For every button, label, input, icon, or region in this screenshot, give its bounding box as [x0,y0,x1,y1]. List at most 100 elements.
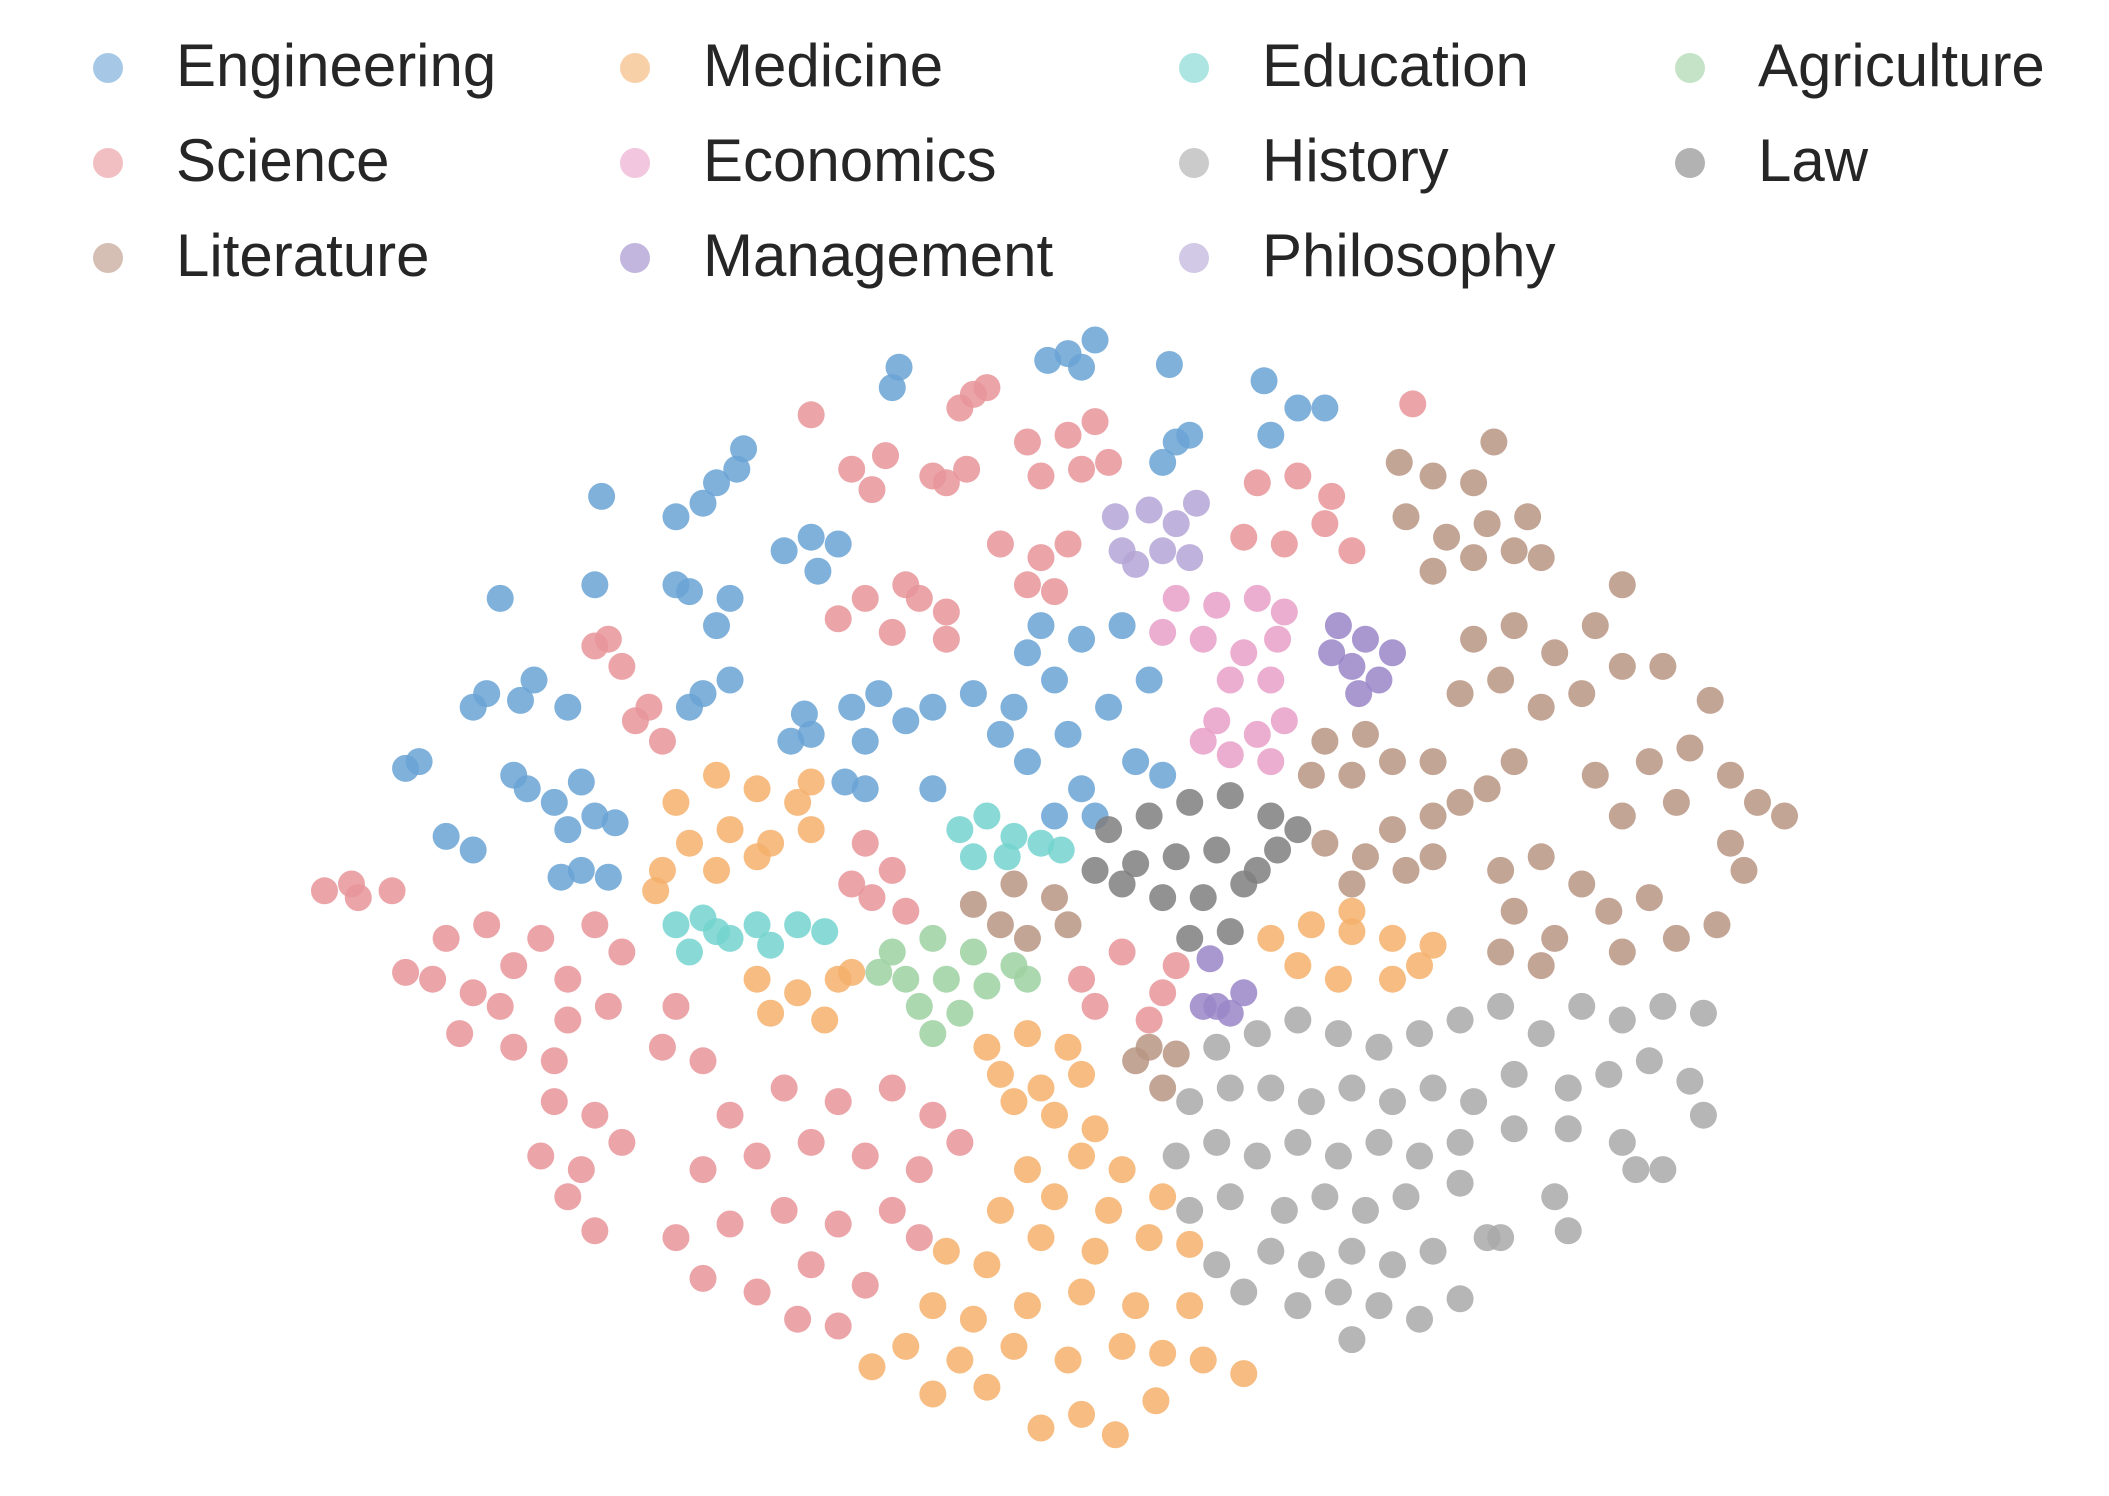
point [716,1101,744,1129]
point [878,374,906,402]
point [567,1156,595,1184]
point [811,918,839,946]
point [892,707,920,735]
point [1230,1278,1258,1306]
point [831,768,859,796]
point [851,775,879,803]
legend: Engineering Science Literature Medicine Econ… [93,32,2045,289]
plot-area [310,326,1799,1449]
point [703,856,731,884]
point [1527,693,1555,721]
point [527,924,555,952]
point [1054,720,1082,748]
legend-marker [1675,53,1705,83]
legend-label: Education [1262,32,1529,99]
point [959,1305,987,1333]
point [1068,775,1096,803]
point [986,720,1014,748]
point [1041,1183,1068,1211]
legend-label: Engineering [176,32,496,99]
point [1027,612,1055,640]
point [892,1332,920,1360]
point [1541,1183,1569,1211]
point [1311,829,1339,857]
point [567,768,595,796]
point [1162,1142,1190,1170]
point [554,1183,582,1211]
point [1027,1074,1055,1102]
point [1182,489,1210,517]
point [1135,666,1163,694]
point [1257,802,1285,830]
point [1149,1074,1177,1102]
point [1527,843,1555,871]
legend-marker [620,148,650,178]
point [1649,652,1677,680]
point [540,1047,568,1075]
point [1135,802,1163,830]
point [1311,394,1339,422]
point [675,829,703,857]
point [1581,612,1609,640]
point [851,727,879,755]
point [1649,992,1677,1020]
point [851,1271,879,1299]
point [1351,720,1379,748]
point [797,768,825,796]
point [1703,911,1731,939]
point [1284,816,1312,844]
point [959,680,987,708]
point [1635,884,1663,912]
legend-marker [1179,148,1209,178]
point [1365,1128,1393,1156]
point [1135,1224,1163,1252]
point [784,1305,812,1333]
point [1338,870,1366,898]
point [905,1156,933,1184]
point [310,877,338,905]
point [520,666,548,694]
point [1500,537,1528,565]
point [1392,503,1420,531]
point [824,605,852,633]
point [797,1128,825,1156]
point [1406,1020,1434,1048]
point [1460,544,1488,572]
point [858,1353,886,1381]
point [1419,748,1447,776]
point [730,435,758,463]
point [1176,788,1204,816]
point [675,693,703,721]
point [1716,829,1744,857]
point [1162,510,1190,538]
legend-marker [93,53,123,83]
point [1068,1060,1096,1088]
legend-label: Philosophy [1262,222,1556,289]
point [1324,1142,1352,1170]
point [1608,571,1636,599]
point [689,1264,717,1292]
point [1013,639,1041,667]
point [1419,1074,1447,1102]
point [932,965,960,993]
point [1338,1326,1366,1354]
point [1338,537,1366,565]
point [1068,1278,1096,1306]
point [1108,1156,1136,1184]
legend-label: Management [703,222,1054,289]
point [1419,557,1447,585]
point [1243,1142,1271,1170]
point [1554,1115,1582,1143]
point [1203,836,1231,864]
point [1068,1400,1096,1428]
point [1284,1292,1312,1320]
point [1392,1183,1420,1211]
point [1149,537,1177,565]
point [973,1251,1001,1279]
point [1378,816,1406,844]
point [1054,421,1082,449]
point [919,1020,947,1048]
point [581,1101,609,1129]
point [1047,836,1075,864]
